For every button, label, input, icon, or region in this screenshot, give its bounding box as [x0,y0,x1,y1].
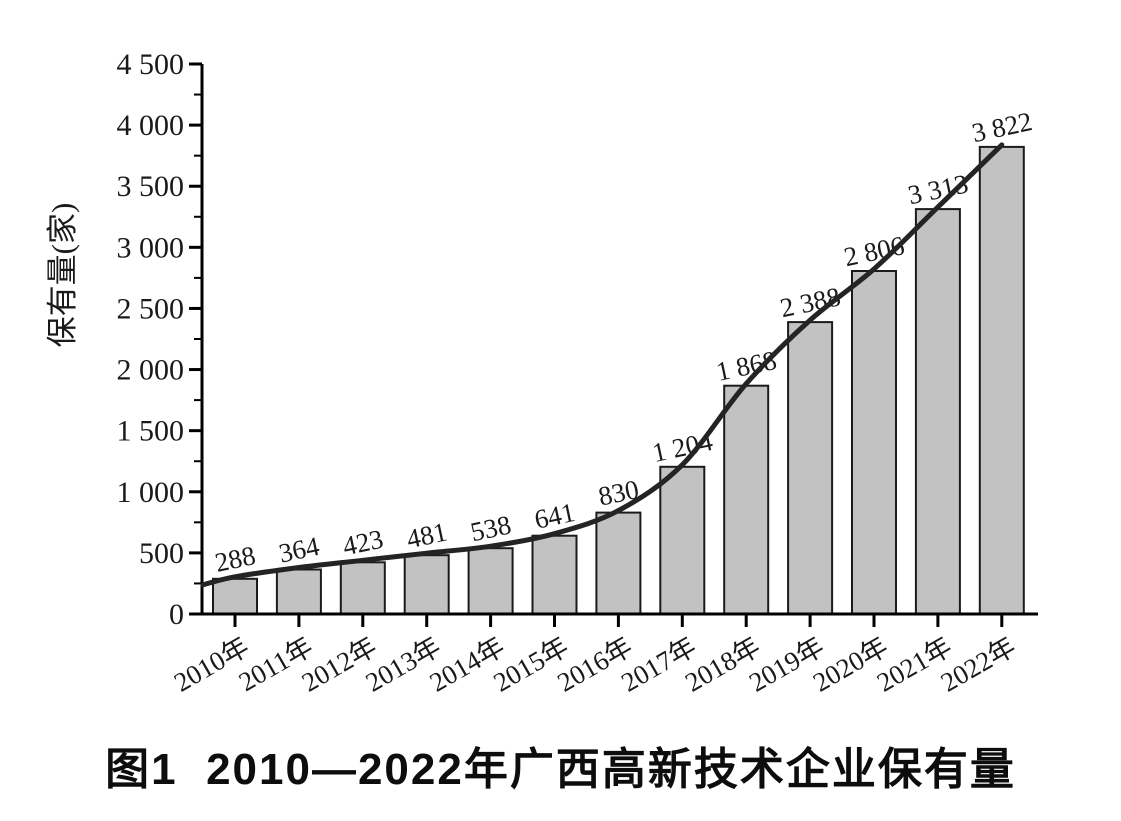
x-tick-label-2010: 2010年 [169,631,254,697]
bar-2019 [787,321,834,615]
bar-2013 [403,554,450,616]
bar-2015 [531,534,578,616]
bar-2012 [339,561,386,615]
bar-value-label: 364 [276,531,322,569]
figure-caption: 图1 2010—2022年广西高新技术企业保有量 [105,745,1016,794]
bar-2014 [467,547,514,616]
y-tick-label: 4 500 [117,48,185,81]
trend-line [200,142,1005,588]
bar-2020 [851,270,897,615]
bar-2018 [723,384,770,616]
x-tick-label-2022: 2022年 [936,631,1021,697]
y-tick-label: 2 000 [117,354,185,387]
bar-2017 [659,465,706,615]
y-tick-label: 0 [169,598,184,631]
y-axis-title: 保有量(家) [45,203,80,348]
y-tick-label: 4 000 [117,109,185,142]
y-tick-label: 1 000 [117,476,185,509]
y-tick-label: 500 [139,537,184,570]
bar-2022 [978,145,1025,615]
bar-2011 [275,568,322,615]
bar-2021 [914,208,961,615]
y-tick-label: 3 500 [117,170,185,203]
bar-2016 [595,511,642,615]
y-tick-label: 3 000 [117,231,185,264]
y-tick-label: 1 500 [117,415,185,448]
bar-value-label: 830 [596,474,642,512]
y-tick-label: 2 500 [117,292,185,325]
bar-value-label: 423 [340,524,386,562]
bar-value-label: 3 822 [969,106,1035,148]
bar-2010 [212,577,258,615]
bar-value-label: 481 [404,517,450,555]
